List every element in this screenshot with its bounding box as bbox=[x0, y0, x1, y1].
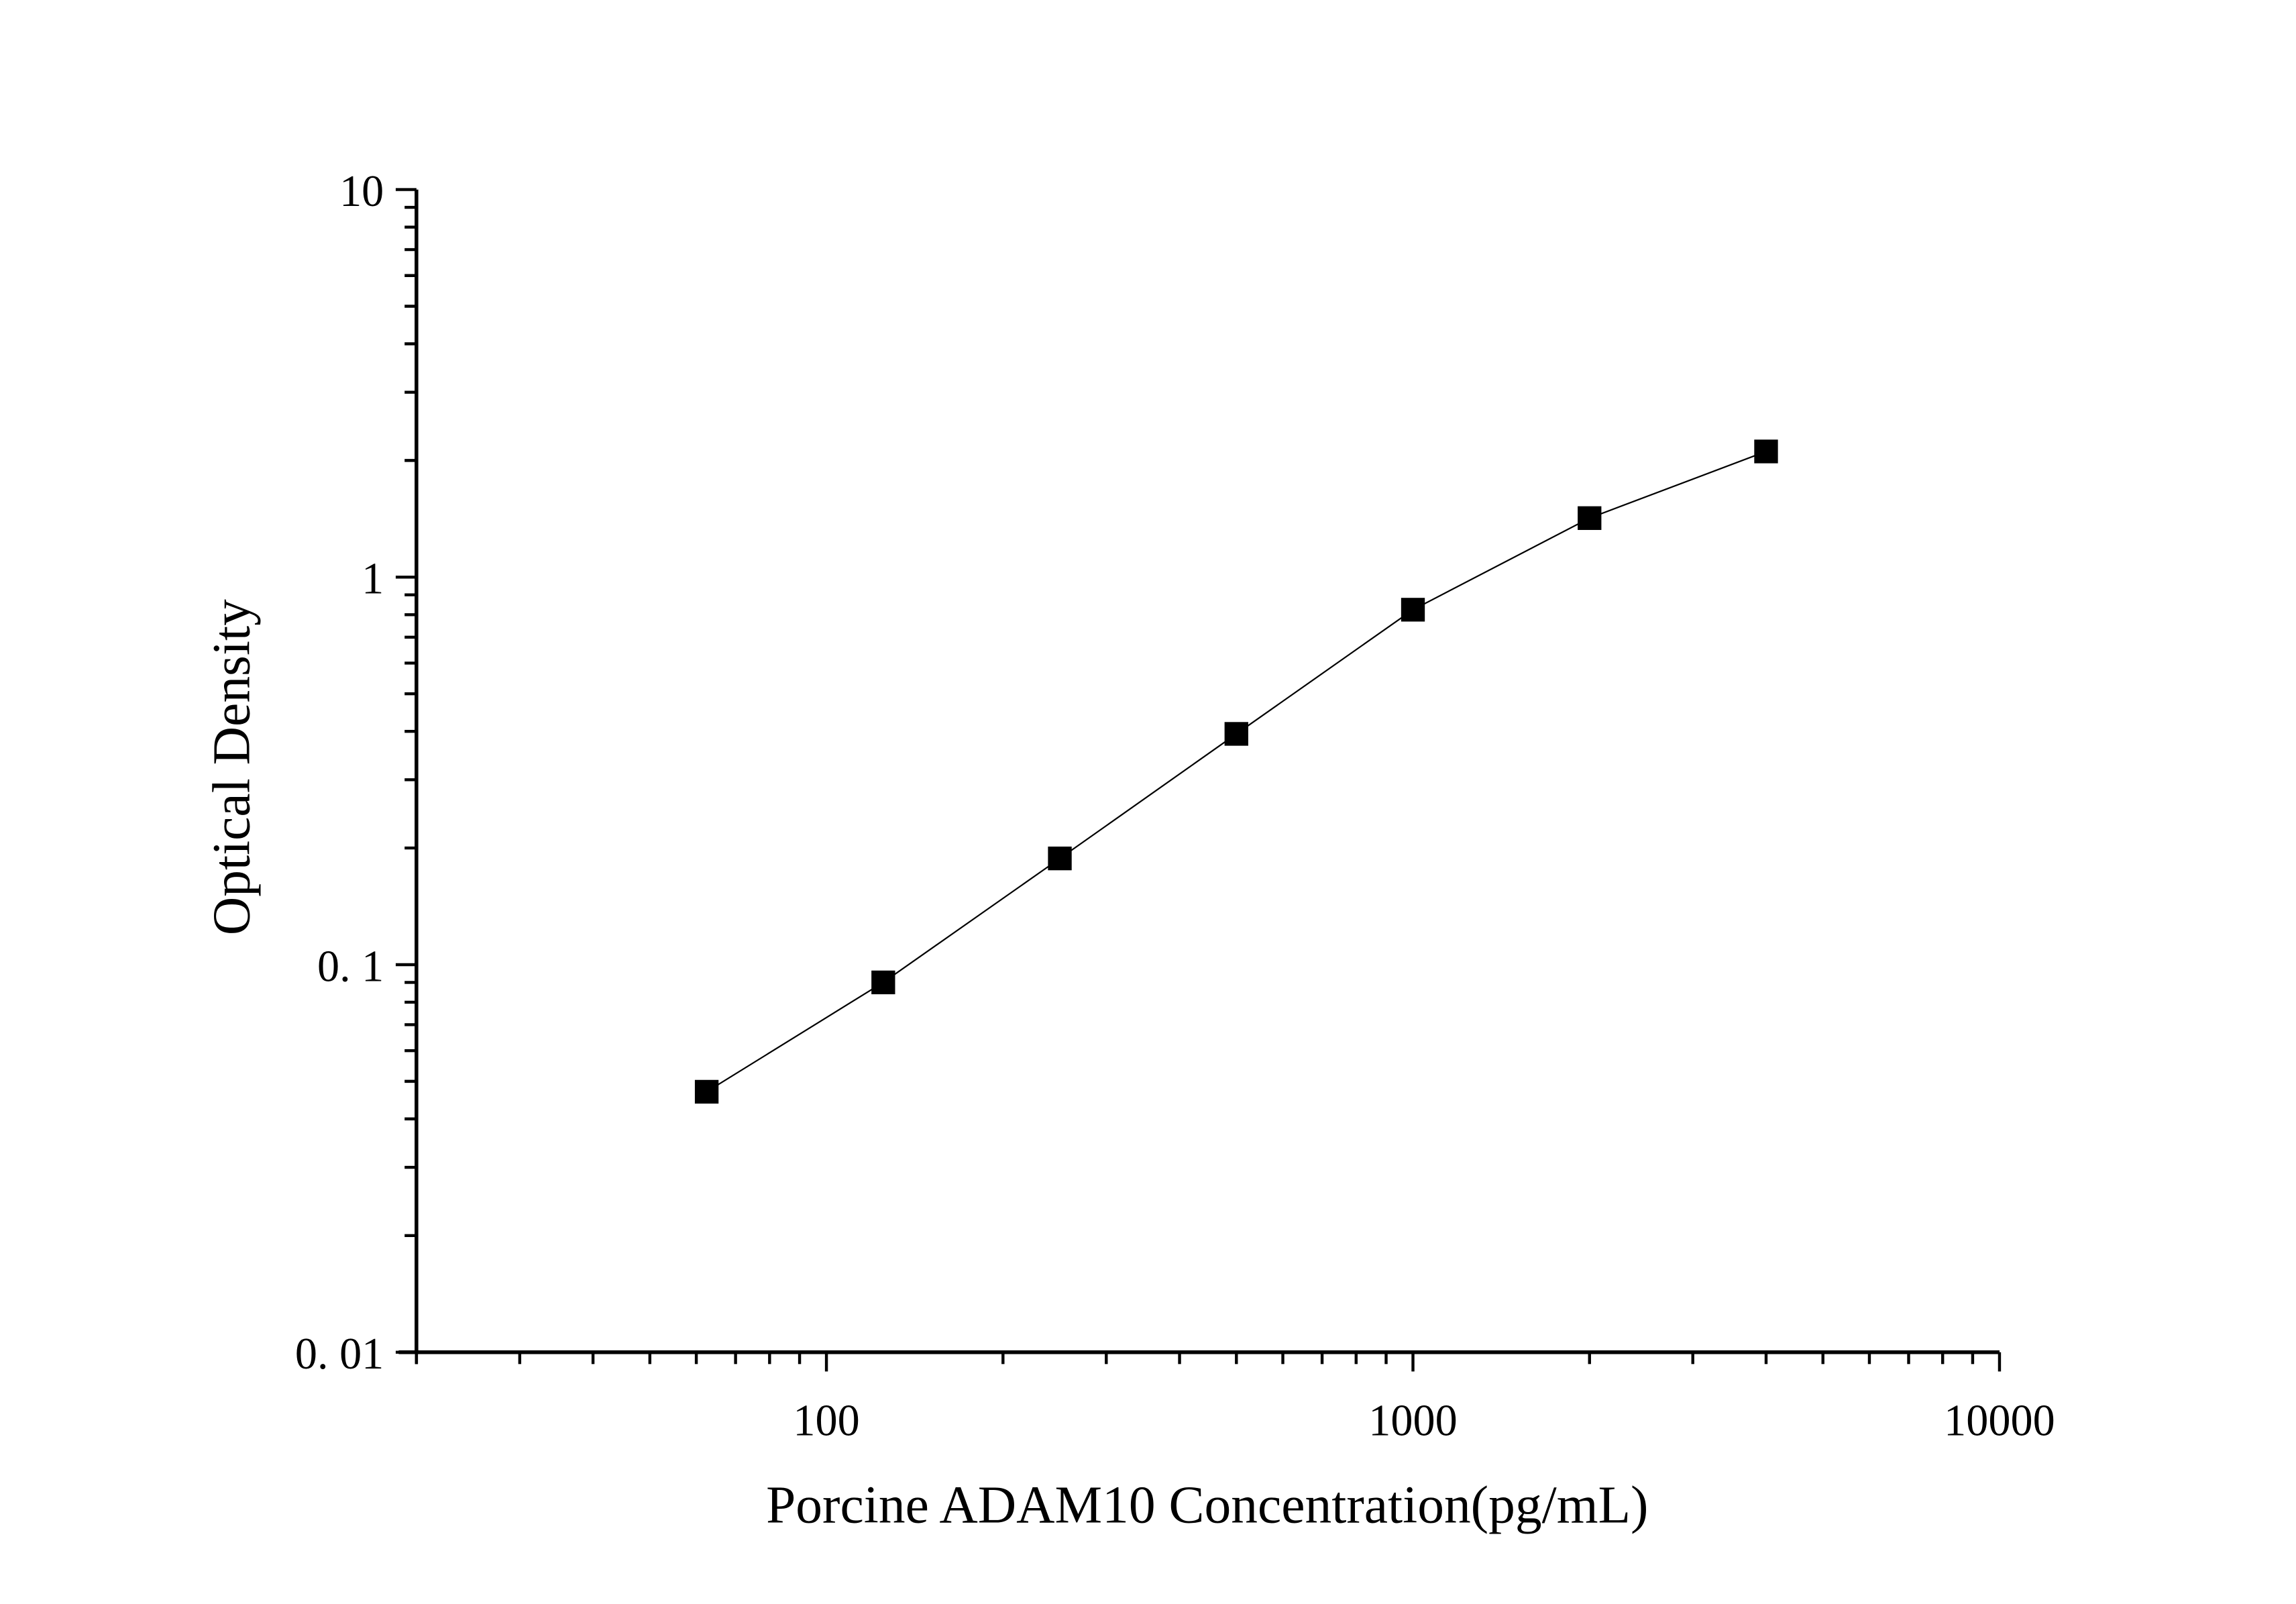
data-point bbox=[1048, 846, 1072, 871]
y-tick-label: 0. 01 bbox=[295, 1330, 384, 1379]
curve-line bbox=[706, 450, 1767, 1093]
y-axis-label: Optical Density bbox=[202, 599, 261, 935]
data-point bbox=[1401, 598, 1425, 622]
y-tick-label: 10 bbox=[339, 167, 384, 216]
data-series bbox=[694, 439, 1778, 1104]
x-axis-label: Porcine ADAM10 Concentration(pg/mL) bbox=[766, 1476, 1648, 1535]
data-point bbox=[1224, 722, 1248, 746]
x-tick-label: 100 bbox=[793, 1396, 859, 1445]
data-point bbox=[694, 1079, 719, 1104]
data-point bbox=[1578, 506, 1602, 530]
data-point bbox=[871, 970, 895, 995]
x-tick-label: 10000 bbox=[1944, 1396, 2055, 1445]
y-tick-label: 0. 1 bbox=[317, 942, 384, 991]
axes bbox=[398, 189, 2000, 1354]
y-tick-label: 1 bbox=[362, 555, 384, 604]
x-tick-label: 1000 bbox=[1368, 1396, 1457, 1445]
data-point bbox=[1754, 439, 1778, 464]
ticks: 100 1000 10000 0. 01 0. 1 1 10 bbox=[295, 167, 2055, 1445]
